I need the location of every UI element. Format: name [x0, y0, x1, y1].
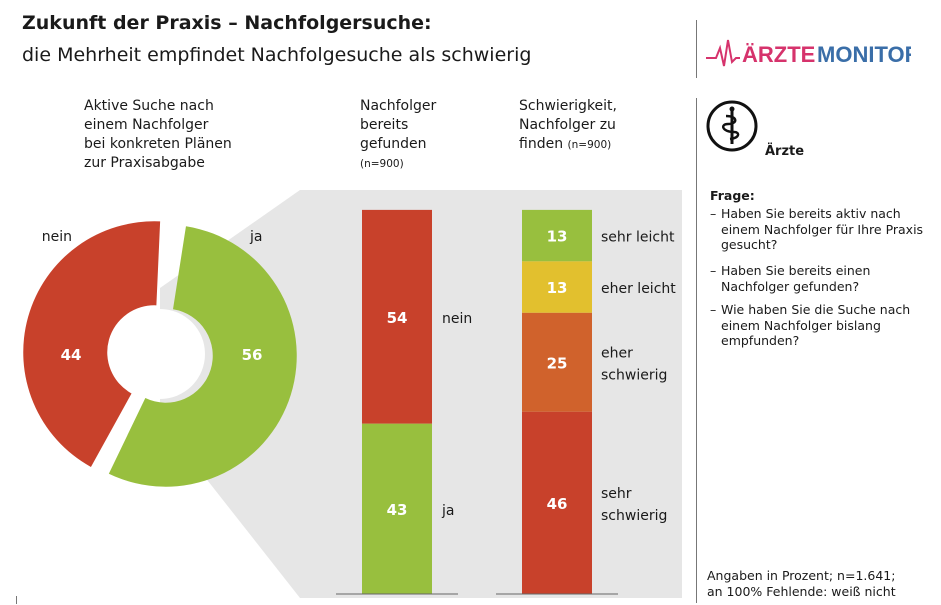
question-item: – Haben Sie bereits aktiv nach einem Nac…	[710, 206, 935, 253]
logo-text-left: ÄRZTE	[742, 42, 815, 67]
sidebar-divider	[696, 98, 697, 603]
sample-size: (n=900)	[567, 139, 612, 151]
heading-line: finden	[519, 136, 564, 152]
difficulty-segment-label: eher	[601, 345, 633, 361]
caduceus-icon	[706, 100, 758, 152]
found-segment-label: ja	[441, 503, 454, 519]
sample-size: (n=900)	[360, 158, 404, 170]
difficulty-heading: Schwierigkeit, Nachfolger zu finden (n=9…	[519, 97, 617, 155]
heading-line: bereits	[360, 117, 409, 133]
difficulty-segment-label: sehr	[601, 486, 632, 502]
found-segment-label: nein	[442, 311, 472, 327]
found-bar-segment	[362, 423, 432, 594]
difficulty-segment-value: 13	[547, 228, 568, 246]
target-group-label: Ärzte	[765, 144, 805, 159]
donut-slice-ja	[108, 226, 297, 487]
difficulty-bar-segment	[522, 261, 592, 313]
difficulty-segment-label: sehr leicht	[601, 230, 675, 246]
difficulty-bar-segment	[522, 209, 592, 262]
dash-glyph: –	[710, 302, 717, 317]
question-item: – Haben Sie bereits einen Nachfolger gef…	[710, 263, 935, 294]
heading-line: Aktive Suche nach	[84, 98, 214, 114]
heading-line: einem Nachfolger	[84, 117, 209, 133]
donut-label-nein: nein	[42, 229, 72, 245]
chart-title: Zukunft der Praxis – Nachfolgersuche:	[22, 12, 432, 34]
logo-text-right: MONITOR	[817, 42, 911, 67]
heading-line: Schwierigkeit,	[519, 98, 617, 114]
donut-heading: Aktive Suche nach einem Nachfolger bei k…	[84, 97, 232, 173]
found-segment-value: 43	[387, 501, 408, 519]
heading-line: gefunden	[360, 136, 427, 152]
question-heading: Frage:	[710, 188, 755, 203]
heading-line: zur Praxisabgabe	[84, 155, 205, 171]
difficulty-bar-segment	[522, 312, 592, 412]
difficulty-segment-value: 25	[547, 354, 568, 372]
found-segment-value: 54	[387, 309, 408, 327]
donut-slice-nein	[23, 221, 161, 467]
footnote: Angaben in Prozent; n=1.641; an 100% Feh…	[707, 568, 937, 600]
question-text: Wie haben Sie die Suche nach einem Nachf…	[721, 302, 911, 348]
dash-glyph: –	[710, 206, 717, 221]
aerztemonitor-logo: ÄRZTE MONITOR	[706, 39, 911, 67]
heading-line: Nachfolger zu	[519, 117, 616, 133]
question-text: Haben Sie bereits einen Nachfolger gefun…	[721, 263, 871, 294]
difficulty-segment-label: schwierig	[601, 367, 667, 383]
found-bar-segment	[362, 209, 432, 424]
difficulty-segment-value: 13	[547, 279, 568, 297]
footnote-line: Angaben in Prozent; n=1.641;	[707, 568, 896, 583]
heading-line: Nachfolger	[360, 98, 437, 114]
donut-value-nein: 44	[61, 346, 82, 364]
donut-label-ja: ja	[249, 229, 262, 245]
corner-tick	[16, 596, 17, 604]
donut-value-ja: 56	[242, 346, 263, 364]
difficulty-segment-label: schwierig	[601, 508, 667, 524]
header-divider	[696, 20, 697, 78]
chart-subtitle: die Mehrheit empfindet Nachfolgesuche al…	[22, 44, 532, 66]
question-item: – Wie haben Sie die Suche nach einem Nac…	[710, 302, 935, 349]
difficulty-segment-value: 46	[547, 495, 568, 513]
dash-glyph: –	[710, 263, 717, 278]
heading-line: bei konkreten Plänen	[84, 136, 232, 152]
question-text: Haben Sie bereits aktiv nach einem Nachf…	[721, 206, 924, 252]
donut-hole	[115, 309, 205, 399]
found-heading: Nachfolger bereits gefunden (n=900)	[360, 97, 436, 174]
footnote-line: an 100% Fehlende: weiß nicht	[707, 584, 896, 599]
difficulty-bar-segment	[522, 411, 592, 594]
difficulty-segment-label: eher leicht	[601, 281, 676, 297]
